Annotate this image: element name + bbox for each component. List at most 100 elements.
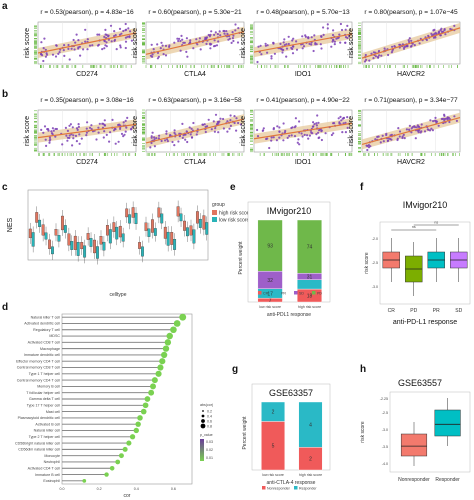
scatter-point <box>173 129 176 132</box>
box-body <box>89 238 93 247</box>
scatter-point <box>346 24 349 27</box>
box-body <box>138 242 142 249</box>
chart-title: IMvigor210 <box>267 206 312 216</box>
box-body <box>195 211 199 224</box>
legend-title-size: abs(cor) <box>200 403 213 407</box>
scatter-point <box>179 39 182 43</box>
scatter-point <box>276 125 279 128</box>
scatter-point <box>118 33 121 37</box>
scatter-point <box>222 127 225 130</box>
scatter-point <box>114 128 117 131</box>
scatter-point <box>230 41 233 45</box>
scatter-point <box>48 141 51 144</box>
scatter-point <box>264 42 267 45</box>
scatter-point <box>370 52 373 55</box>
scatter-point <box>91 44 94 47</box>
y-tick-label: -3.0 <box>372 285 378 289</box>
scatter-point <box>72 134 75 137</box>
scatter-point <box>124 22 127 26</box>
scatter-point <box>64 126 67 129</box>
box-body <box>173 239 177 250</box>
scatter-point <box>415 126 418 129</box>
scatter-point <box>340 28 344 32</box>
scatter-point <box>210 30 213 33</box>
scatter-point <box>256 60 259 64</box>
chart-title: IMvigor210 <box>403 200 448 210</box>
scatter-point <box>216 33 219 36</box>
scatter-point <box>162 53 165 56</box>
scatter-point <box>95 138 98 141</box>
stacked-segment <box>261 401 285 422</box>
scatter-point <box>69 123 72 126</box>
scatter-point <box>66 129 69 132</box>
cell-label: MDSC <box>49 334 60 338</box>
box-body <box>112 222 116 232</box>
stat-text-b-1: r = 0.63(pearson), p = 3.16e−58 <box>148 97 242 104</box>
scatter-point <box>407 39 410 42</box>
scatter-point <box>195 38 198 41</box>
scatter-point <box>398 43 401 46</box>
scatter-point <box>367 146 371 149</box>
scatter-point <box>268 146 271 150</box>
box-body <box>118 225 122 238</box>
lollipop-dot <box>122 446 128 452</box>
x-category-label: CR <box>388 308 396 314</box>
scatter-point <box>214 127 217 130</box>
scatter-point <box>290 134 293 137</box>
scatter-point <box>266 51 269 54</box>
chart-title: GSE63557 <box>398 378 442 388</box>
size-legend-dot <box>201 414 205 418</box>
scatter-point <box>108 140 111 143</box>
scatter-point <box>233 115 236 118</box>
scatter-point <box>188 126 191 129</box>
box-body <box>186 227 189 237</box>
y-axis-label: risk score <box>132 116 139 146</box>
scatter-point <box>270 57 273 60</box>
lollipop-dot <box>140 408 147 415</box>
scatter-point <box>283 38 286 41</box>
cell-label: Activated CD8 T cell <box>28 341 61 345</box>
lollipop-dot <box>144 396 151 402</box>
p-legend-label: 0.01 <box>206 456 213 460</box>
legend-label: Nonresponder <box>267 487 291 491</box>
scatter-point <box>119 127 122 130</box>
scatter-point <box>236 41 240 44</box>
box-body <box>67 233 71 246</box>
lollipop-dot <box>160 351 168 359</box>
scatter-point <box>41 54 44 57</box>
scatter-point <box>300 132 303 135</box>
scatter-point <box>164 54 168 57</box>
cell-label: Central memory CD4 T cell <box>17 378 60 382</box>
scatter-point <box>231 37 234 40</box>
scatter-point <box>386 139 389 143</box>
y-tick-label: -2.5 <box>382 411 388 415</box>
scatter-point <box>105 41 108 44</box>
scatter-point <box>413 44 416 47</box>
scatter-point <box>218 30 221 33</box>
y-tick-label: -3.5 <box>382 445 388 449</box>
scatter-point <box>319 43 322 46</box>
scatter-point <box>205 42 208 46</box>
panel-label-b: b <box>2 89 8 100</box>
cell-label: Activated B cell <box>35 422 60 426</box>
scatter-point <box>219 117 222 120</box>
regression-line <box>37 123 137 139</box>
cell-label: Activated CD4 T cell <box>28 466 61 470</box>
scatter-point <box>405 45 409 48</box>
scatter-point <box>54 55 58 58</box>
scatter-point <box>396 138 399 142</box>
x-axis-label: CTLA4 <box>184 71 206 78</box>
scatter-point <box>49 138 52 141</box>
lollipop-dot <box>157 364 164 371</box>
scatter-point <box>78 142 81 145</box>
scatter-point <box>184 138 187 141</box>
lollipop-dot <box>166 332 173 340</box>
box-body <box>198 218 202 228</box>
scatter-point <box>103 119 106 122</box>
scatter-point <box>52 129 55 132</box>
scatter-point <box>117 140 120 143</box>
scatter-point <box>103 123 106 126</box>
scatter-point <box>222 29 225 33</box>
scatter-point <box>322 26 325 29</box>
lollipop-dot <box>104 472 109 477</box>
